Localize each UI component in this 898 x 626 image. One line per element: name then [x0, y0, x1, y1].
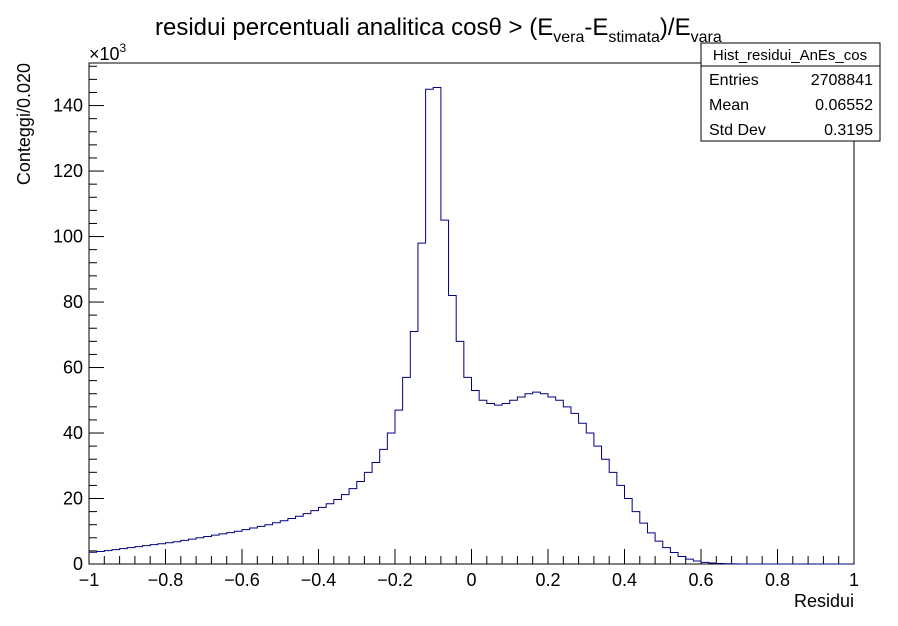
- title-sub-stimata: stimata: [608, 29, 660, 46]
- x-tick-label: −0.4: [301, 570, 337, 590]
- chart-title: residui percentuali analitica cosθ > (Ev…: [155, 14, 722, 46]
- x-tick-label: −1: [79, 570, 100, 590]
- y-multiplier: ×103: [89, 41, 127, 64]
- x-tick-label: 0.8: [765, 570, 790, 590]
- histogram-line: [89, 87, 854, 565]
- x-tick-label: 1: [849, 570, 859, 590]
- stats-box: Hist_residui_AnEs_cos Entries 2708841 Me…: [700, 42, 881, 142]
- x-tick-label: 0.2: [535, 570, 560, 590]
- x-tick-label: −0.2: [377, 570, 413, 590]
- stats-label-entries: Entries: [709, 72, 759, 89]
- title-mid: -E: [584, 14, 608, 41]
- title-close: )/E: [660, 14, 691, 41]
- x-tick-label: −0.6: [224, 570, 260, 590]
- stats-label-stddev: Std Dev: [709, 122, 766, 139]
- y-tick-label: 120: [53, 161, 83, 181]
- stats-value-entries: 2708841: [811, 72, 873, 89]
- x-tick-label: −0.8: [148, 570, 184, 590]
- y-tick-label: 40: [63, 423, 83, 443]
- stats-box-frame: [700, 42, 881, 142]
- y-axis-label: Conteggi/0.020: [14, 63, 34, 185]
- stats-box-title: Hist_residui_AnEs_cos: [713, 47, 867, 64]
- x-tick-label: 0: [466, 570, 476, 590]
- y-tick-label: 20: [63, 489, 83, 509]
- axis-ticks: [88, 65, 855, 565]
- x-tick-labels: −1 −0.8 −0.6 −0.4 −0.2 0 0.2 0.4 0.6 0.8 1: [79, 570, 859, 590]
- y-tick-label: 80: [63, 292, 83, 312]
- y-multiplier-exp: 3: [120, 41, 127, 55]
- y-multiplier-base: ×10: [89, 44, 120, 64]
- stats-label-mean: Mean: [709, 97, 749, 114]
- x-tick-label: 0.6: [688, 570, 713, 590]
- title-sub-vara: vara: [691, 29, 722, 46]
- y-tick-label: 0: [73, 554, 83, 574]
- y-tick-label: 100: [53, 227, 83, 247]
- title-main: residui percentuali analitica cosθ > (E: [155, 14, 553, 41]
- y-tick-labels: 0 20 40 60 80 100 120 140: [53, 96, 83, 574]
- y-tick-label: 60: [63, 358, 83, 378]
- y-tick-label: 140: [53, 96, 83, 116]
- x-axis-label: Residui: [794, 591, 854, 611]
- x-tick-label: 0.4: [612, 570, 637, 590]
- stats-value-stddev: 0.3195: [824, 122, 873, 139]
- stats-value-mean: 0.06552: [815, 97, 873, 114]
- title-sub-vera: vera: [553, 29, 584, 46]
